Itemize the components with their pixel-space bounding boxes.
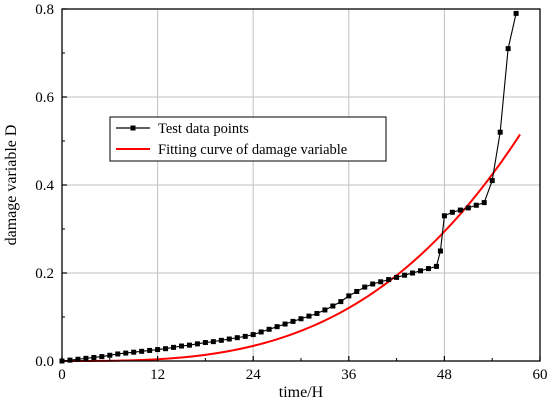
test-data-point	[330, 303, 336, 309]
test-data-point	[505, 46, 511, 52]
test-data-point	[386, 277, 392, 283]
test-data-point	[362, 284, 368, 290]
test-data-point	[99, 354, 105, 360]
test-data-point	[378, 279, 384, 285]
test-data-point	[402, 272, 408, 278]
test-data-point	[194, 341, 200, 347]
series-layer	[59, 10, 521, 364]
x-tick-label: 36	[341, 367, 357, 383]
x-tick-label: 24	[246, 367, 262, 383]
test-data-point	[226, 336, 232, 342]
test-data-point	[473, 202, 479, 208]
y-tick-label: 0.6	[35, 90, 54, 106]
x-tick-label: 48	[437, 367, 452, 383]
test-data-point	[282, 321, 288, 327]
test-data-point	[410, 270, 416, 276]
test-data-point	[481, 200, 487, 206]
test-data-point	[258, 329, 264, 335]
y-tick-label: 0.4	[35, 178, 54, 194]
test-data-point	[370, 281, 376, 287]
legend-label-test-data: Test data points	[158, 121, 249, 137]
test-data-point	[457, 207, 463, 213]
test-data-point	[139, 348, 145, 354]
y-tick-label: 0.8	[35, 2, 54, 18]
test-data-point	[513, 10, 519, 16]
test-data-point	[465, 205, 471, 211]
test-data-point	[218, 337, 224, 343]
test-data-point	[266, 326, 272, 332]
test-data-point	[91, 354, 97, 360]
y-tick-label: 0.0	[35, 354, 54, 370]
legend-label-fitting-curve: Fitting curve of damage variable	[158, 142, 347, 158]
test-data-point	[290, 318, 296, 324]
axis-tick-labels: 0 12 24 36 48 60 0.0 0.2 0.4 0.6 0.8	[35, 2, 547, 383]
test-data-point	[425, 266, 431, 272]
test-data-point	[441, 213, 447, 219]
test-data-point	[306, 313, 312, 319]
test-data-point	[147, 347, 153, 353]
legend: Test data points Fitting curve of damage…	[109, 116, 387, 162]
test-data-line	[61, 13, 517, 362]
test-data-point	[274, 324, 280, 330]
test-data-point	[437, 248, 443, 254]
test-data-point	[497, 129, 503, 135]
test-data-point	[75, 356, 81, 362]
test-data-point	[354, 288, 360, 294]
x-tick-label: 60	[533, 367, 548, 383]
test-data-point	[131, 349, 137, 355]
x-tick-label: 12	[150, 367, 165, 383]
test-data-point	[83, 355, 89, 361]
test-data-point	[171, 344, 177, 350]
test-data-point	[186, 342, 192, 348]
test-data-point	[163, 346, 169, 352]
test-data-point	[242, 333, 248, 339]
test-data-point	[418, 268, 423, 274]
test-data-point	[346, 293, 352, 299]
test-data-point	[115, 351, 121, 357]
test-data-point	[202, 340, 208, 346]
test-data-point	[338, 299, 344, 305]
fitting-curve-line	[62, 133, 521, 362]
axis-ticks	[61, 8, 541, 362]
test-data-point	[449, 209, 455, 215]
test-data-point	[489, 178, 495, 184]
test-data-point	[179, 343, 184, 349]
test-data-point	[67, 357, 73, 363]
test-data-point	[433, 263, 439, 269]
y-axis-title: damage variable D	[3, 125, 20, 246]
test-data-point	[234, 335, 240, 341]
grid-lines	[62, 9, 540, 361]
test-data-point	[314, 310, 320, 316]
x-axis-title: time/H	[279, 384, 324, 401]
test-data-point	[210, 339, 216, 345]
test-data-point	[107, 352, 113, 358]
legend-box	[109, 116, 387, 162]
x-tick-label: 0	[58, 367, 66, 383]
test-data-point	[155, 347, 161, 353]
y-tick-label: 0.2	[35, 266, 54, 282]
test-data-point	[250, 332, 256, 338]
test-data-point	[394, 274, 400, 280]
test-data-point	[322, 307, 328, 313]
legend-marker-test-data	[130, 125, 136, 131]
test-data-point	[298, 316, 304, 322]
test-data-point	[123, 350, 129, 356]
